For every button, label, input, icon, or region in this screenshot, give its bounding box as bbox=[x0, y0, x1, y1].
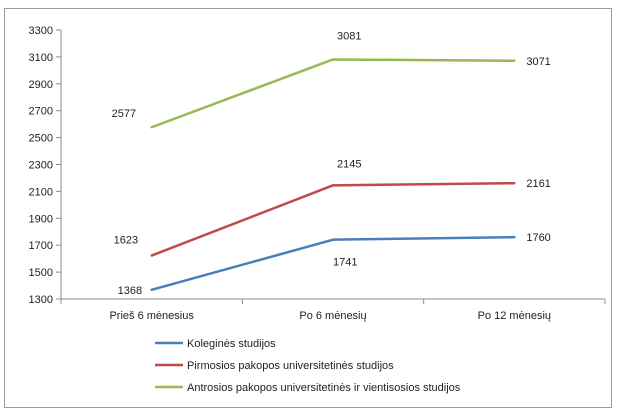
data-point bbox=[513, 59, 516, 63]
y-tick-label: 2500 bbox=[29, 133, 53, 145]
data-label: 1623 bbox=[114, 235, 138, 247]
data-labels: 1368 1741 1760 1623 2145 2161 2577 3081 3071 bbox=[112, 30, 551, 296]
y-tick-label: 1700 bbox=[29, 240, 53, 252]
data-point bbox=[331, 58, 335, 61]
x-tick-label: Po 12 mėnesių bbox=[478, 310, 551, 322]
data-label: 1368 bbox=[118, 285, 142, 297]
x-tick-label: Prieš 6 mėnesius bbox=[109, 310, 194, 322]
y-tick-label: 1500 bbox=[29, 267, 53, 279]
data-label: 2161 bbox=[526, 178, 550, 190]
y-tick-label: 3100 bbox=[29, 52, 53, 64]
legend-label: Antrosios pakopos universitetinės ir vie… bbox=[187, 382, 461, 394]
series-layer bbox=[150, 58, 516, 292]
data-point bbox=[150, 254, 153, 257]
y-tick-label: 2300 bbox=[29, 160, 53, 172]
series-line-3 bbox=[151, 58, 515, 129]
data-label: 1760 bbox=[526, 232, 550, 244]
y-tick-label: 2100 bbox=[29, 186, 53, 198]
data-point bbox=[150, 126, 153, 129]
legend: Koleginės studijos Pirmosios pakopos univ… bbox=[155, 338, 461, 394]
data-point bbox=[150, 288, 153, 292]
y-tick-label: 3300 bbox=[29, 25, 53, 37]
axes: 1300 1500 1700 1900 2100 2300 2500 2700 2900 3100… bbox=[29, 25, 606, 322]
data-label: 3071 bbox=[526, 56, 550, 68]
data-point bbox=[331, 184, 335, 187]
data-point bbox=[513, 181, 516, 185]
y-tick-label: 1300 bbox=[29, 294, 53, 306]
data-label: 1741 bbox=[333, 257, 357, 269]
y-tick-label: 2900 bbox=[29, 79, 53, 91]
data-label: 2145 bbox=[337, 158, 361, 170]
chart-frame bbox=[4, 8, 612, 408]
series-line-2 bbox=[151, 181, 515, 257]
data-point bbox=[513, 235, 516, 239]
y-tick-label: 1900 bbox=[29, 213, 53, 225]
data-label: 2577 bbox=[112, 108, 136, 120]
data-label: 3081 bbox=[337, 30, 361, 42]
y-tick-label: 2700 bbox=[29, 106, 53, 118]
legend-label: Pirmosios pakopos universitetinės studij… bbox=[187, 360, 394, 372]
legend-label: Koleginės studijos bbox=[187, 338, 276, 350]
data-point bbox=[331, 238, 335, 241]
x-tick-label: Po 6 mėnesių bbox=[299, 310, 366, 322]
